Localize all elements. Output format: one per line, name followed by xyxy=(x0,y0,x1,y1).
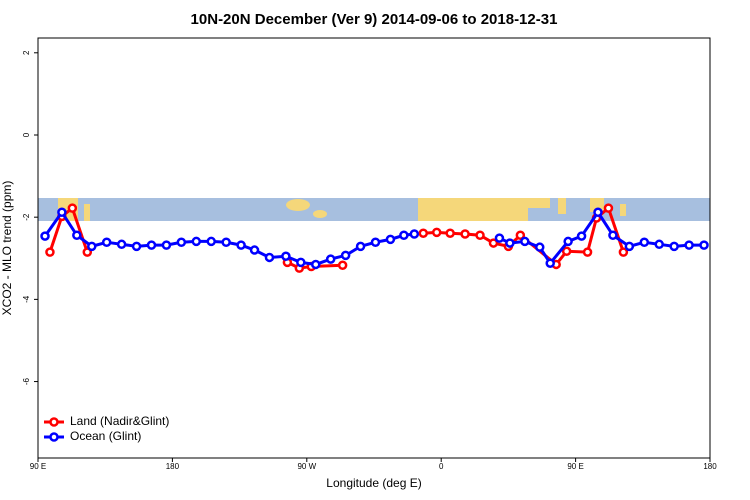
data-point xyxy=(337,260,348,271)
data-point xyxy=(385,234,396,245)
x-tick-label: 180 xyxy=(166,462,180,471)
data-point xyxy=(57,207,67,217)
x-tick-label: 90 E xyxy=(567,462,583,471)
data-point xyxy=(87,241,97,252)
data-point xyxy=(101,237,112,247)
data-point xyxy=(431,227,442,238)
legend-marker xyxy=(49,417,59,427)
data-point xyxy=(593,207,603,217)
x-tick-label: 0 xyxy=(439,462,444,471)
map-band xyxy=(38,198,710,221)
data-point xyxy=(249,245,260,255)
data-point xyxy=(72,230,82,241)
data-point xyxy=(624,241,635,252)
data-point xyxy=(206,236,216,247)
data-point xyxy=(639,237,650,247)
data-point xyxy=(654,239,664,250)
x-axis-label: Longitude (deg E) xyxy=(326,476,421,490)
data-point xyxy=(191,236,202,247)
data-point xyxy=(669,241,679,252)
data-point xyxy=(296,257,306,268)
data-point xyxy=(325,254,336,264)
data-point xyxy=(460,229,470,239)
data-point xyxy=(45,247,55,257)
data-point xyxy=(161,240,172,250)
data-point xyxy=(409,229,420,239)
data-point xyxy=(40,231,50,241)
data-point xyxy=(618,247,629,257)
data-point xyxy=(82,247,93,257)
data-point xyxy=(146,240,157,250)
data-point xyxy=(131,241,142,252)
data-point xyxy=(475,230,485,241)
data-point xyxy=(494,233,505,243)
data-point xyxy=(176,237,187,247)
data-point xyxy=(545,258,555,268)
x-tick-label: 90 E xyxy=(30,462,46,471)
data-point xyxy=(370,237,381,247)
y-axis-label: XCO2 - MLO trend (ppm) xyxy=(0,181,14,316)
y-tick-label: -6 xyxy=(22,377,31,385)
data-point xyxy=(418,228,429,238)
data-point xyxy=(399,230,409,241)
x-tick-label: 90 W xyxy=(297,462,316,471)
y-tick-label: 2 xyxy=(22,50,31,55)
data-point xyxy=(505,238,515,248)
data-point xyxy=(340,250,351,261)
data-point xyxy=(281,251,291,261)
data-point xyxy=(67,203,78,213)
data-point xyxy=(311,259,321,270)
data-point xyxy=(488,238,499,248)
data-point xyxy=(699,240,709,250)
data-point xyxy=(264,252,275,263)
data-point xyxy=(535,242,545,252)
y-tick-label: 0 xyxy=(22,132,31,137)
data-point xyxy=(520,236,530,247)
plot-frame xyxy=(37,37,711,459)
data-point xyxy=(684,240,694,250)
x-tick-label: 180 xyxy=(703,462,717,471)
data-point xyxy=(116,239,127,250)
data-point xyxy=(445,228,455,238)
y-tick-label: -2 xyxy=(22,213,31,221)
data-point xyxy=(576,231,587,241)
data-point xyxy=(603,203,614,213)
data-point xyxy=(221,237,231,247)
legend-label: Land (Nadir&Glint) xyxy=(70,414,169,428)
data-point xyxy=(561,246,572,257)
data-point xyxy=(355,241,366,252)
y-tick-label: -4 xyxy=(22,295,31,303)
data-point xyxy=(582,247,593,257)
data-point xyxy=(608,230,618,241)
legend-label: Ocean (Glint) xyxy=(70,429,141,443)
legend-marker xyxy=(49,432,59,442)
data-point xyxy=(563,236,573,247)
data-point xyxy=(515,230,526,241)
chart-title: 10N-20N December (Ver 9) 2014-09-06 to 2… xyxy=(191,11,558,28)
data-point xyxy=(236,240,246,250)
